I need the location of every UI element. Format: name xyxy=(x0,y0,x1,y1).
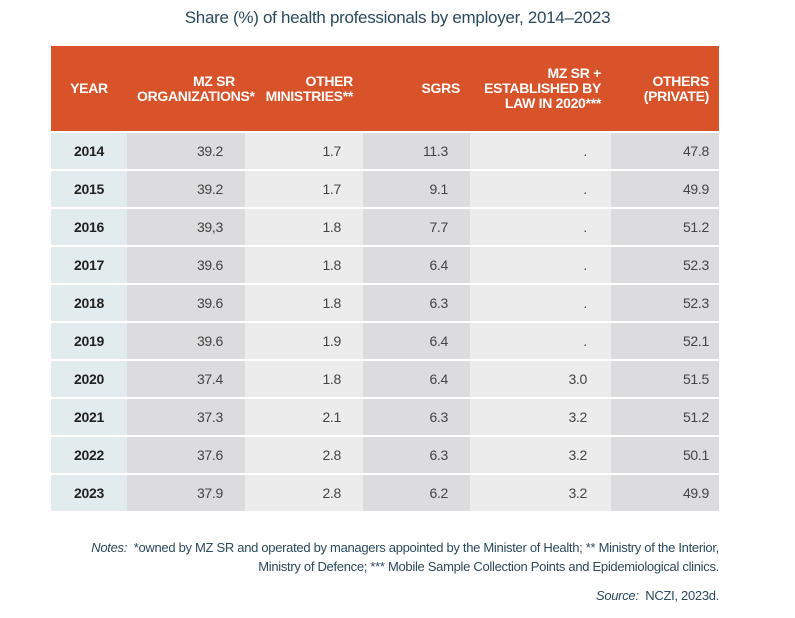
header-row: YEAR MZ SR ORGANIZATIONS* OTHER MINISTRIES… xyxy=(51,46,719,132)
year-cell: 2016 xyxy=(51,207,127,246)
table-row: 2019 39.6 1.9 6.4. 52.1 xyxy=(51,321,719,360)
value-cell: 49.9 xyxy=(611,169,719,208)
value-cell: 1.7 xyxy=(245,131,363,170)
year-cell: 2017 xyxy=(51,245,127,284)
value-cell: 2.1 xyxy=(245,397,363,436)
value-cell: 51.5 xyxy=(611,359,719,398)
notes-text: *owned by MZ SR and operated by managers… xyxy=(133,540,720,574)
value-cell: 39.6 xyxy=(127,245,245,284)
column-header: YEAR xyxy=(51,46,127,132)
value-cell: 1.8 xyxy=(245,359,363,398)
column-header: MZ SR ORGANIZATIONS* xyxy=(127,46,255,132)
value-cell: 2.8 xyxy=(245,473,363,511)
value-cell: 2.8 xyxy=(245,435,363,474)
value-cell: . xyxy=(470,321,611,360)
value-cell: 11.3 xyxy=(363,131,470,170)
year-cell: 2019 xyxy=(51,321,127,360)
value-cell: . xyxy=(470,169,611,208)
value-cell: 52.1 xyxy=(611,321,719,360)
value-cell: 37.3 xyxy=(127,397,245,436)
value-cell: . xyxy=(470,283,611,322)
table-row: 2015 39.2 1.7 9.1. 49.9 xyxy=(51,169,719,208)
value-cell: 3.2 xyxy=(470,473,611,511)
value-cell: 6.3 xyxy=(363,435,470,474)
table-row: 2018 39.6 1.8 6.3. 52.3 xyxy=(51,283,719,322)
table-row: 2022 37.6 2.8 6.3 3.2 50.1 xyxy=(51,435,719,474)
table-row: 2017 39.6 1.8 6.4. 52.3 xyxy=(51,245,719,284)
notes-label: Notes: xyxy=(91,540,128,555)
table-row: 2016 39,3 1.8 7.7. 51.2 xyxy=(51,207,719,246)
value-cell: 3.2 xyxy=(470,435,611,474)
value-cell: 1.8 xyxy=(245,207,363,246)
year-cell: 2014 xyxy=(51,131,127,170)
value-cell: 39.6 xyxy=(127,283,245,322)
value-cell: 6.4 xyxy=(363,359,470,398)
year-cell: 2021 xyxy=(51,397,127,436)
value-cell: 37.9 xyxy=(127,473,245,511)
value-cell: . xyxy=(470,245,611,284)
column-header: OTHER MINISTRIES** xyxy=(245,46,363,132)
value-cell: 52.3 xyxy=(611,283,719,322)
value-cell: 1.8 xyxy=(245,283,363,322)
source: Source: NCZI, 2023d. xyxy=(596,588,719,603)
value-cell: 39,3 xyxy=(127,207,245,246)
value-cell: 52.3 xyxy=(611,245,719,284)
table-row: 2020 37.4 1.8 6.4 3.0 51.5 xyxy=(51,359,719,398)
column-header: MZ SR + ESTABLISHED BY LAW IN 2020*** xyxy=(470,46,611,132)
table-row: 2021 37.3 2.1 6.3 3.2 51.2 xyxy=(51,397,719,436)
value-cell: . xyxy=(470,207,611,246)
value-cell: 6.3 xyxy=(363,283,470,322)
data-table: YEAR MZ SR ORGANIZATIONS* OTHER MINISTRIES… xyxy=(51,46,719,511)
value-cell: 6.2 xyxy=(363,473,470,511)
year-cell: 2023 xyxy=(51,473,127,511)
value-cell: 39.2 xyxy=(127,131,245,170)
value-cell: 39.6 xyxy=(127,321,245,360)
value-cell: 39.2 xyxy=(127,169,245,208)
value-cell: 3.0 xyxy=(470,359,611,398)
value-cell: . xyxy=(470,131,611,170)
value-cell: 6.3 xyxy=(363,397,470,436)
value-cell: 9.1 xyxy=(363,169,470,208)
value-cell: 6.4 xyxy=(363,245,470,284)
value-cell: 1.7 xyxy=(245,169,363,208)
value-cell: 1.8 xyxy=(245,245,363,284)
value-cell: 47.8 xyxy=(611,131,719,170)
notes: Notes: *owned by MZ SR and operated by m… xyxy=(79,538,719,576)
year-cell: 2015 xyxy=(51,169,127,208)
value-cell: 49.9 xyxy=(611,473,719,511)
year-cell: 2020 xyxy=(51,359,127,398)
table-row: 2014 39.2 1.7 11.3. 47.8 xyxy=(51,131,719,170)
value-cell: 1.9 xyxy=(245,321,363,360)
value-cell: 50.1 xyxy=(611,435,719,474)
source-text: NCZI, 2023d. xyxy=(645,588,719,603)
value-cell: 37.4 xyxy=(127,359,245,398)
source-label: Source: xyxy=(595,588,639,603)
column-header: SGRS xyxy=(363,46,470,132)
column-header: OTHERS (PRIVATE) xyxy=(611,46,719,132)
value-cell: 51.2 xyxy=(611,397,719,436)
value-cell: 6.4 xyxy=(363,321,470,360)
value-cell: 3.2 xyxy=(470,397,611,436)
table-row: 2023 37.9 2.8 6.2 3.2 49.9 xyxy=(51,473,719,511)
table-title: Share (%) of health professionals by emp… xyxy=(184,8,611,27)
value-cell: 51.2 xyxy=(611,207,719,246)
value-cell: 37.6 xyxy=(127,435,245,474)
year-cell: 2018 xyxy=(51,283,127,322)
year-cell: 2022 xyxy=(51,435,127,474)
value-cell: 7.7 xyxy=(363,207,470,246)
